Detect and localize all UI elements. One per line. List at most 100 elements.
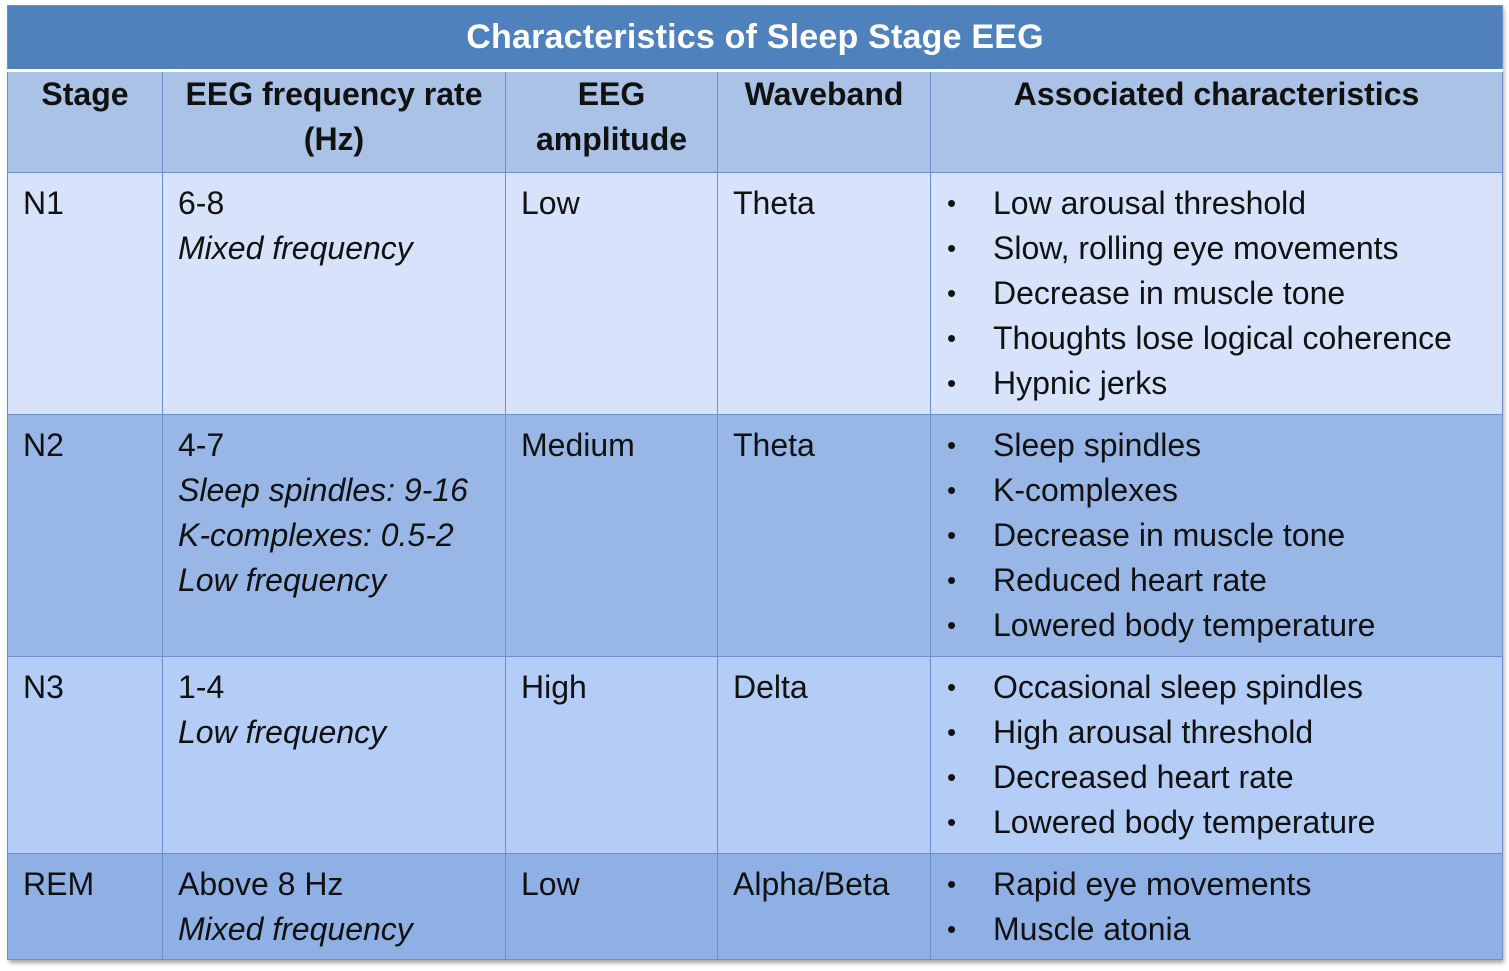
bullet-icon: •: [947, 520, 957, 551]
list-item: • Thoughts lose logical coherence: [945, 316, 1502, 361]
bullet-icon: •: [947, 807, 957, 838]
characteristics-cell: • Occasional sleep spindles • High arousal…: [929, 656, 1504, 854]
list-item: • Decrease in muscle tone: [945, 271, 1502, 316]
list-item: • Reduced heart rate: [945, 558, 1502, 603]
frequency-value: 1-4: [178, 669, 225, 706]
header-waveband: Waveband: [717, 69, 931, 174]
list-item-text: Decreased heart rate: [993, 759, 1294, 796]
list-item: • Rapid eye movements: [945, 862, 1502, 907]
header-row: Stage EEG frequency rate (Hz) EEG amplit…: [7, 69, 1504, 174]
bullet-icon: •: [947, 672, 957, 703]
frequency-note: Mixed frequency: [178, 230, 413, 267]
header-frequency-line1: EEG frequency rate: [185, 75, 483, 112]
bullet-icon: •: [947, 188, 957, 219]
amplitude-value: Low: [521, 185, 580, 222]
bullet-icon: •: [947, 323, 957, 354]
list-item-text: Hypnic jerks: [993, 365, 1168, 402]
bullet-icon: •: [947, 475, 957, 506]
list-item-text: Rapid eye movements: [993, 865, 1312, 902]
waveband-value: Delta: [733, 669, 808, 706]
table-title: Characteristics of Sleep Stage EEG: [6, 5, 1504, 72]
stage-label: N2: [23, 427, 64, 464]
bullet-icon: •: [947, 610, 957, 641]
bullet-icon: •: [947, 233, 957, 264]
list-item-text: K-complexes: [993, 472, 1178, 509]
header-amplitude: EEG amplitude: [505, 69, 718, 174]
characteristics-cell: • Sleep spindles • K-complexes • Decrease i…: [929, 414, 1504, 658]
list-item: • Low arousal threshold: [945, 181, 1502, 226]
characteristics-list: • Occasional sleep spindles • High arousal…: [931, 657, 1502, 845]
list-item: • High arousal threshold: [945, 710, 1502, 755]
amplitude-cell: Low: [505, 852, 718, 961]
frequency-cell: 6-8 Mixed frequency: [162, 172, 506, 416]
bullet-icon: •: [947, 717, 957, 748]
bullet-icon: •: [947, 430, 957, 461]
list-item: • Decrease in muscle tone: [945, 513, 1502, 558]
amplitude-cell: High: [505, 656, 718, 854]
list-item: • Decreased heart rate: [945, 755, 1502, 800]
frequency-cell: 1-4 Low frequency: [162, 656, 506, 854]
characteristics-list: • Low arousal threshold • Slow, rolling ey…: [931, 173, 1502, 406]
bullet-icon: •: [947, 762, 957, 793]
waveband-cell: Alpha/Beta: [717, 852, 931, 961]
amplitude-value: Medium: [521, 427, 635, 464]
frequency-note: Sleep spindles: 9-16: [178, 472, 468, 509]
list-item-text: Slow, rolling eye movements: [993, 230, 1399, 267]
stage-label: N3: [23, 669, 64, 706]
frequency-value: Above 8 Hz: [178, 865, 344, 902]
list-item-text: Lowered body temperature: [993, 607, 1376, 644]
frequency-cell: 4-7 Sleep spindles: 9-16 K-complexes: 0.…: [162, 414, 506, 658]
header-associated: Associated characteristics: [929, 69, 1504, 174]
list-item-text: Lowered body temperature: [993, 804, 1376, 841]
frequency-value: 4-7: [178, 427, 225, 464]
waveband-value: Theta: [733, 427, 815, 464]
list-item-text: Low arousal threshold: [993, 185, 1307, 222]
list-item: • Slow, rolling eye movements: [945, 226, 1502, 271]
frequency-value: 6-8: [178, 185, 225, 222]
list-item-text: Reduced heart rate: [993, 562, 1267, 599]
characteristics-list: • Sleep spindles • K-complexes • Decrease i…: [931, 415, 1502, 648]
list-item: • Muscle atonia: [945, 907, 1502, 952]
stage-cell: N1: [7, 172, 163, 416]
table-row-rem: REM Above 8 Hz Mixed frequency Low Alpha…: [7, 852, 1504, 961]
bullet-icon: •: [947, 278, 957, 309]
list-item: • Sleep spindles: [945, 423, 1502, 468]
list-item-text: Muscle atonia: [993, 910, 1191, 947]
list-item-text: Sleep spindles: [993, 427, 1202, 464]
header-stage-label: Stage: [41, 75, 129, 112]
list-item: • Lowered body temperature: [945, 800, 1502, 845]
waveband-cell: Theta: [717, 414, 931, 658]
frequency-note: Low frequency: [178, 714, 387, 751]
stage-cell: N2: [7, 414, 163, 658]
bullet-icon: •: [947, 913, 957, 944]
header-associated-label: Associated characteristics: [1013, 75, 1420, 112]
stage-cell: REM: [7, 852, 163, 961]
frequency-cell: Above 8 Hz Mixed frequency: [162, 852, 506, 961]
frequency-note: Mixed frequency: [178, 910, 413, 947]
waveband-cell: Theta: [717, 172, 931, 416]
header-stage: Stage: [7, 69, 163, 174]
bullet-icon: •: [947, 368, 957, 399]
list-item-text: High arousal threshold: [993, 714, 1314, 751]
stage-cell: N3: [7, 656, 163, 854]
list-item-text: Thoughts lose logical coherence: [993, 320, 1452, 357]
list-item: • Lowered body temperature: [945, 603, 1502, 648]
header-frequency-line2: (Hz): [303, 120, 365, 157]
list-item-text: Decrease in muscle tone: [993, 275, 1346, 312]
stage-label: REM: [23, 865, 95, 902]
frequency-note: K-complexes: 0.5-2: [178, 517, 454, 554]
list-item: • K-complexes: [945, 468, 1502, 513]
amplitude-cell: Low: [505, 172, 718, 416]
list-item: • Hypnic jerks: [945, 361, 1502, 406]
list-item: • Occasional sleep spindles: [945, 665, 1502, 710]
table-row-n2: N2 4-7 Sleep spindles: 9-16 K-complexes:…: [7, 414, 1504, 658]
amplitude-cell: Medium: [505, 414, 718, 658]
frequency-note: Low frequency: [178, 562, 387, 599]
table-row-n3: N3 1-4 Low frequency High Delta • Occasio…: [7, 656, 1504, 854]
bullet-icon: •: [947, 565, 957, 596]
waveband-value: Alpha/Beta: [733, 865, 890, 902]
header-amplitude-line2: amplitude: [535, 120, 688, 157]
waveband-value: Theta: [733, 185, 815, 222]
header-waveband-label: Waveband: [744, 75, 904, 112]
list-item-text: Occasional sleep spindles: [993, 669, 1363, 706]
